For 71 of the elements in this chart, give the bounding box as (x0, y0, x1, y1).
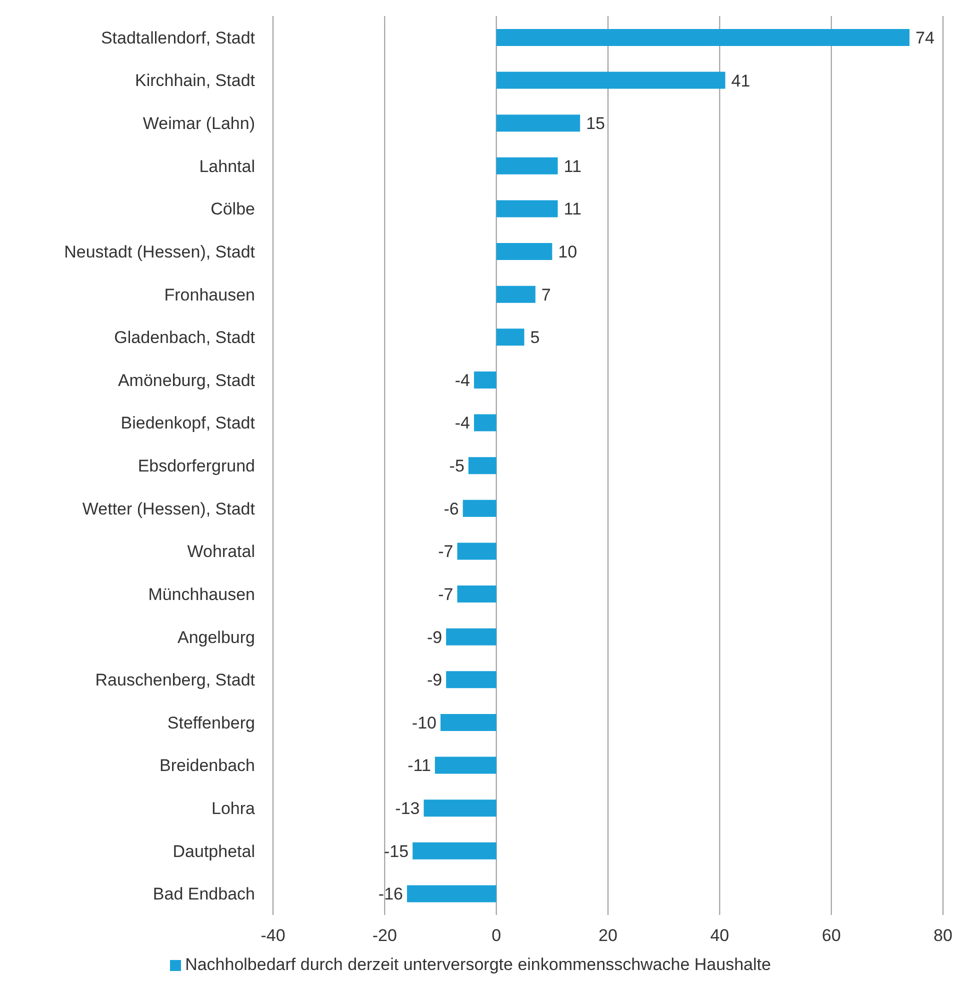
bar (496, 286, 536, 303)
bar (457, 542, 496, 560)
bar (496, 243, 552, 260)
bar (412, 842, 496, 860)
y-tick-label: Kirchhain, Stadt (134, 71, 256, 90)
data-label: -7 (438, 542, 454, 562)
y-tick-label: Münchhausen (148, 584, 255, 604)
data-label: -4 (454, 414, 470, 433)
data-label: -6 (444, 499, 459, 518)
x-tick-label: 0 (492, 926, 502, 946)
y-tick-label: Amöneburg, Stadt (118, 370, 256, 390)
y-tick-label: Wohratal (187, 542, 255, 562)
x-tick-label: 20 (598, 926, 618, 946)
y-tick-label: Bad Endbach (152, 884, 255, 904)
bar (424, 800, 496, 817)
x-tick-label: -20 (372, 926, 397, 946)
data-label: -11 (408, 756, 431, 776)
data-label: -9 (426, 628, 442, 647)
y-tick-label: Breidenbach (160, 756, 255, 776)
bar (446, 628, 496, 646)
x-tick-label: 60 (822, 926, 841, 946)
bar (407, 885, 496, 902)
data-label: -13 (395, 799, 420, 818)
bar (496, 328, 524, 346)
data-label: -16 (378, 884, 403, 904)
y-tick-label: Biedenkopf, Stadt (120, 414, 256, 433)
data-label: 15 (586, 114, 606, 134)
bar (474, 371, 496, 388)
data-label: -4 (454, 370, 470, 390)
data-label: -10 (412, 713, 436, 732)
data-label: 11 (564, 200, 582, 219)
data-label: 74 (916, 28, 934, 48)
data-label: 11 (564, 156, 582, 176)
data-label: 10 (558, 242, 578, 262)
y-tick-label: Lohra (212, 799, 256, 818)
y-tick-label: Steffenberg (167, 713, 255, 732)
bar (496, 114, 580, 132)
y-tick-label: Neustadt (Hessen), Stadt (64, 242, 256, 262)
y-tick-label: Ebsdorfergrund (138, 456, 255, 476)
y-tick-label: Fronhausen (164, 285, 255, 304)
data-label: 5 (530, 328, 540, 348)
data-label: 41 (731, 71, 750, 90)
data-label: 7 (541, 285, 551, 304)
x-tick-label: 80 (934, 926, 952, 946)
y-tick-label: Angelburg (177, 628, 255, 647)
x-tick-label: 40 (710, 926, 730, 946)
bar (446, 671, 496, 688)
y-tick-label: Dautphetal (172, 842, 255, 861)
bar (457, 586, 496, 603)
bar (440, 714, 496, 731)
y-tick-label: Weimar (Lahn) (142, 114, 255, 134)
legend-label: Nachholbedarf durch derzeit unterversorgte einkommensschwache Haushalte (185, 955, 771, 974)
bar (496, 29, 910, 46)
bar (462, 500, 496, 517)
y-tick-label: Cölbe (210, 200, 255, 219)
x-tick-label: -40 (260, 926, 286, 946)
y-tick-label: Stadtallendorf, Stadt (100, 28, 256, 48)
data-label: -5 (449, 456, 464, 476)
bar (496, 200, 558, 218)
y-tick-label: Rauschenberg, Stadt (95, 670, 256, 690)
bar (496, 72, 726, 89)
bar (434, 756, 496, 774)
data-label: -15 (384, 842, 409, 861)
bar (468, 457, 496, 474)
bar (496, 157, 558, 174)
data-label: -7 (438, 584, 454, 604)
y-tick-label: Gladenbach, Stadt (114, 328, 256, 348)
data-label: -9 (426, 670, 442, 690)
bar (474, 414, 496, 432)
y-tick-label: Wetter (Hessen), Stadt (82, 499, 256, 518)
y-tick-label: Lahntal (199, 156, 255, 176)
